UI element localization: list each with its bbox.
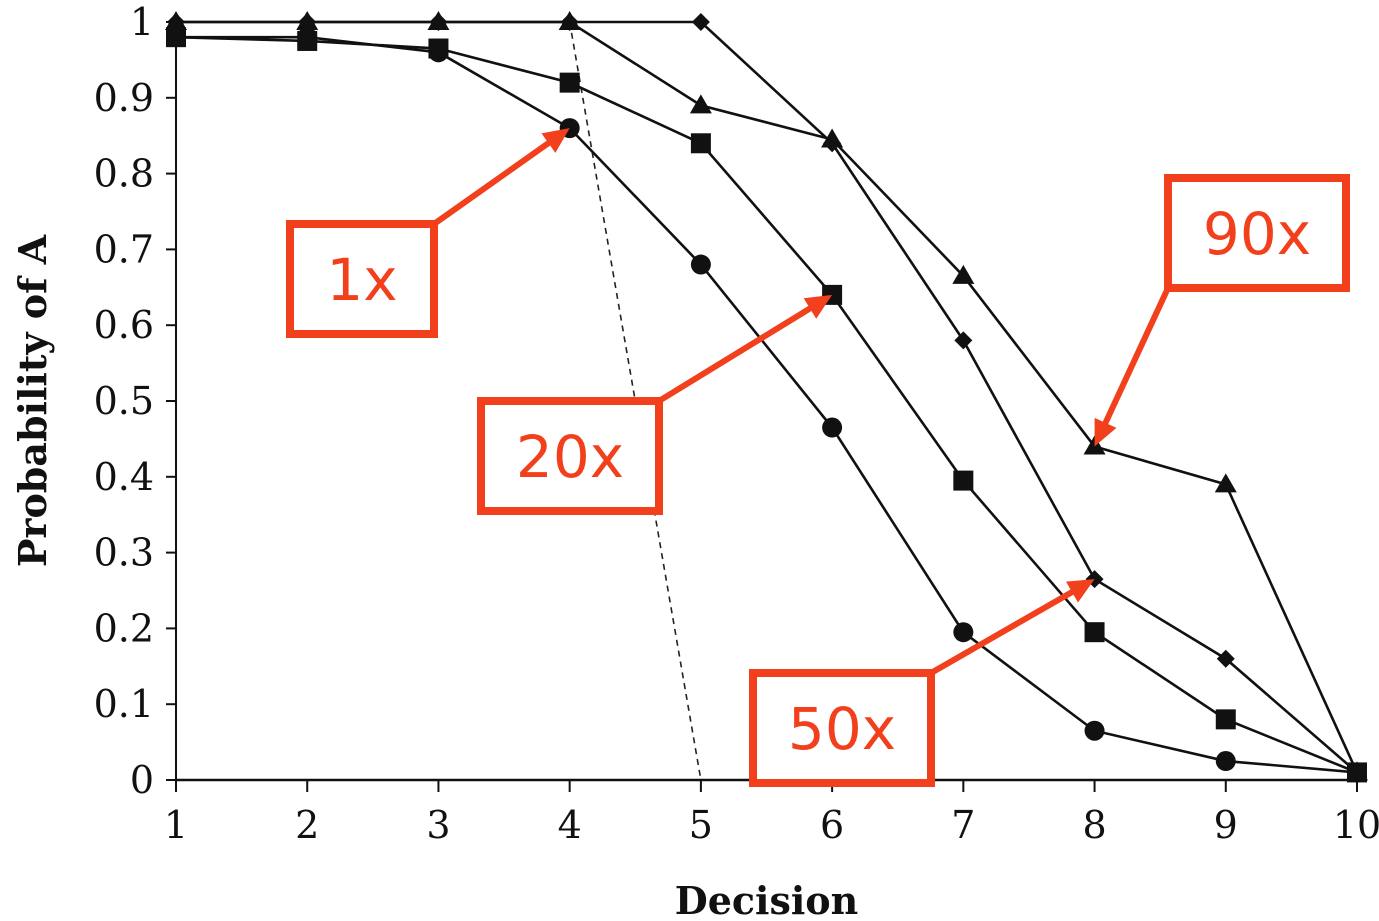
x-tick-label-2: 3 <box>426 803 450 847</box>
callout-box-90x <box>1164 174 1350 292</box>
series-4-point-9 <box>1214 473 1237 493</box>
x-tick-label-7: 8 <box>1082 803 1106 847</box>
callout-arrow-20x <box>657 299 822 404</box>
series-2-point-5 <box>690 133 711 154</box>
series-4-point-8 <box>1083 435 1106 455</box>
dashed-reference-line <box>568 21 702 781</box>
series-2-point-7 <box>953 470 974 491</box>
callout-20x: 20x <box>477 294 833 515</box>
series-group <box>165 11 1368 783</box>
series-2-point-1 <box>166 27 186 48</box>
y-tick-label-3: 0.3 <box>94 531 154 575</box>
series-4-point-3 <box>427 11 450 30</box>
callout-label-20x: 20x <box>516 423 624 491</box>
y-tick-label-5: 0.5 <box>94 379 154 423</box>
callout-90x: 90x <box>1094 174 1350 447</box>
x-axis-title: Decision <box>675 878 859 921</box>
series-1-point-8 <box>1084 720 1105 741</box>
callout-label-1x: 1x <box>326 246 397 314</box>
series-4-point-6 <box>821 128 844 148</box>
x-tick-label-4: 5 <box>689 803 713 847</box>
callout-arrowhead-1x <box>541 128 570 153</box>
series-4-line <box>176 20 1359 773</box>
series-2-line <box>175 35 1358 774</box>
callout-box-1x <box>286 220 438 338</box>
callout-50x: 50x <box>749 579 1095 787</box>
y-axis-title: Probability of A <box>10 234 55 567</box>
series-3-point-9 <box>1216 649 1235 668</box>
series-1-point-9 <box>1215 751 1236 772</box>
series-2-point-3 <box>428 38 449 59</box>
series-2-point-9 <box>1215 709 1236 730</box>
y-tick-label-8: 0.8 <box>94 152 154 196</box>
series-1-line <box>176 35 1358 774</box>
series-3-point-5 <box>691 13 710 31</box>
series-2-point-8 <box>1084 622 1105 643</box>
series-4-point-5 <box>689 94 712 114</box>
y-tick-label-0: 0 <box>130 758 154 802</box>
x-tick-label-3: 4 <box>558 803 582 847</box>
series-2-point-4 <box>559 72 580 93</box>
series-4-point-1 <box>165 11 187 30</box>
callout-1x: 1x <box>286 128 570 338</box>
series-4-point-2 <box>296 11 319 30</box>
y-tick-label-9: 0.9 <box>94 76 154 120</box>
callout-arrow-1x <box>432 133 560 227</box>
y-tick-label-7: 0.7 <box>94 227 154 271</box>
series-4-point-10 <box>1346 761 1368 781</box>
series-1-point-7 <box>953 622 974 643</box>
callout-arrow-50x <box>929 583 1084 676</box>
series-4-point-4 <box>558 11 581 30</box>
x-tick-label-8: 9 <box>1214 803 1238 847</box>
callout-box-20x <box>477 397 663 515</box>
callout-label-50x: 50x <box>788 695 896 763</box>
series-2-point-2 <box>297 30 318 51</box>
axes: 0 0.1 0.2 0.3 0.4 0.5 0.6 0.7 0.8 0.9 1 1 2 3 4 5 6 7 8 9 10 <box>94 0 1379 847</box>
series-1-point-6 <box>822 417 843 438</box>
reference-line-segment <box>568 21 702 781</box>
x-tick-label-5: 6 <box>820 803 844 847</box>
callout-arrowhead-20x <box>803 294 833 319</box>
callout-arrowhead-50x <box>1066 579 1095 603</box>
y-tick-label-1: 0.1 <box>94 682 154 726</box>
callout-box-50x <box>749 669 935 787</box>
y-tick-label-4: 0.4 <box>94 455 154 499</box>
y-tick-label-2: 0.2 <box>94 606 154 650</box>
callout-arrow-90x <box>1097 286 1171 436</box>
series-3-line <box>176 20 1358 774</box>
x-tick-label-9: 10 <box>1333 803 1379 847</box>
callout-label-90x: 90x <box>1203 200 1311 268</box>
x-tick-label-0: 1 <box>164 803 188 847</box>
callouts: 1x 20x 50x 90x <box>286 128 1350 787</box>
x-tick-label-1: 2 <box>295 803 319 847</box>
y-tick-label-10: 1 <box>130 0 154 44</box>
y-tick-label-6: 0.6 <box>94 303 154 347</box>
series-3-point-7 <box>954 331 973 350</box>
series-4-point-7 <box>952 264 975 284</box>
callout-arrowhead-90x <box>1094 417 1117 447</box>
x-tick-label-6: 7 <box>951 803 975 847</box>
series-1-point-5 <box>690 254 711 275</box>
